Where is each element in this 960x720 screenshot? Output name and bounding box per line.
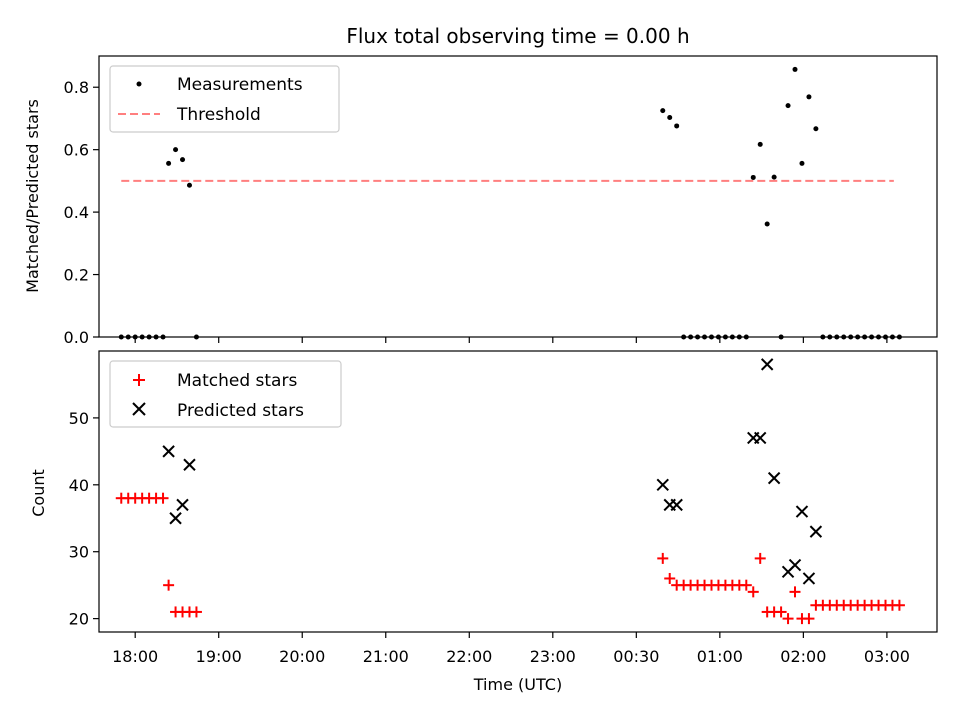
- predicted-stars-point: [169, 512, 182, 525]
- predicted-stars-point: [802, 572, 816, 585]
- x-tick-label: 01:00: [697, 647, 743, 666]
- bottom-y-tick-label: 50: [69, 409, 89, 428]
- bottom-y-axis-label: Count: [29, 469, 48, 517]
- bottom-x-axis: 18:00 19:00 20:00 21:00 22:00 23:00 00:30 01:00…: [112, 632, 910, 666]
- legend-measurements-marker: [136, 81, 142, 87]
- bottom-y-tick-label: 20: [69, 610, 89, 629]
- measurement-point: [792, 66, 798, 72]
- matched-stars-point: [190, 606, 202, 618]
- matched-stars-point: [754, 552, 766, 564]
- x-tick-label: 21:00: [363, 647, 409, 666]
- bottom-plot-frame: [98, 350, 938, 633]
- x-tick-label: 20:00: [279, 647, 325, 666]
- predicted-stars-point: [656, 478, 669, 492]
- predicted-stars-point: [788, 558, 802, 572]
- legend-predicted-label: Predicted stars: [177, 401, 304, 421]
- x-tick-label: 03:00: [864, 647, 910, 666]
- matched-stars-point: [803, 613, 815, 625]
- x-tick-label: 18:00: [112, 647, 158, 666]
- predicted-stars-point: [795, 505, 809, 518]
- bottom-y-tick-label: 30: [69, 543, 89, 562]
- measurement-point: [799, 160, 805, 166]
- matched-stars-point: [163, 579, 175, 591]
- top-y-tick-label: 0.2: [64, 266, 89, 285]
- x-tick-label: 02:00: [780, 647, 826, 666]
- bottom-plot-panel: 20 30 40 50 18:00 19:00 20:00 21:00 22:00 23:00 0…: [69, 350, 938, 666]
- measurement-point: [757, 141, 763, 147]
- predicted-stars-point: [183, 458, 196, 471]
- bottom-y-axis: 20 30 40 50: [69, 409, 99, 629]
- bottom-legend: Matched stars Predicted stars: [109, 360, 342, 428]
- matched-stars-point: [664, 572, 676, 584]
- predicted-stars-point: [760, 358, 774, 371]
- x-tick-label: 22:00: [446, 647, 492, 666]
- top-plot-panel: 0.0 0.2 0.4 0.6 0.8 Measurements Threshold: [64, 55, 938, 347]
- matched-stars-point: [747, 586, 759, 598]
- measurement-point: [180, 157, 186, 163]
- measurement-point: [667, 115, 673, 121]
- matched-stars-point: [157, 492, 169, 504]
- top-x-axis-ticks: [134, 337, 888, 343]
- measurement-point: [166, 160, 172, 166]
- matched-stars-point: [657, 552, 669, 564]
- predicted-stars-point: [754, 431, 767, 445]
- matched-stars-point: [893, 599, 905, 611]
- predicted-stars-point: [809, 525, 823, 538]
- bottom-y-tick-label: 40: [69, 476, 89, 495]
- measurement-point: [674, 123, 680, 129]
- x-axis-label: Time (UTC): [473, 675, 562, 694]
- legend-predicted-marker: [132, 402, 146, 416]
- matched-stars-point: [775, 606, 787, 618]
- matched-stars-point: [789, 586, 801, 598]
- chart-title: Flux total observing time = 0.00 h: [346, 24, 689, 48]
- top-y-axis: 0.0 0.2 0.4 0.6 0.8: [64, 78, 99, 347]
- top-y-tick-label: 0.0: [64, 328, 89, 347]
- legend-threshold-label: Threshold: [176, 105, 261, 125]
- legend-matched-label: Matched stars: [177, 371, 297, 391]
- top-y-tick-label: 0.4: [64, 203, 89, 222]
- predicted-stars-point: [162, 445, 175, 458]
- measurement-point: [660, 108, 666, 114]
- measurement-point: [750, 174, 756, 180]
- measurement-point: [771, 174, 777, 180]
- measurement-point: [806, 94, 812, 100]
- top-y-tick-label: 0.6: [64, 141, 89, 160]
- top-legend: Measurements Threshold: [109, 65, 340, 133]
- predicted-stars-point: [670, 498, 683, 512]
- bottom-legend-box: [109, 360, 342, 428]
- x-tick-label: 23:00: [530, 647, 576, 666]
- matched-stars-point: [782, 613, 794, 625]
- top-y-axis-label: Matched/Predicted stars: [23, 99, 42, 293]
- matched-stars-point: [740, 579, 752, 591]
- measurement-point: [173, 147, 179, 153]
- predicted-stars-point: [176, 498, 189, 512]
- measurement-point: [186, 182, 192, 188]
- x-tick-label: 00:30: [613, 647, 659, 666]
- top-legend-box: [109, 65, 340, 133]
- top-plot-frame: [98, 55, 938, 338]
- measurement-point: [785, 103, 791, 109]
- x-tick-label: 19:00: [196, 647, 242, 666]
- measurement-point: [764, 221, 770, 227]
- legend-matched-marker: [133, 374, 145, 386]
- legend-measurements-label: Measurements: [177, 75, 303, 95]
- measurement-point: [813, 126, 819, 132]
- top-y-tick-label: 0.8: [64, 78, 89, 97]
- bottom-plot-marks: [115, 358, 905, 625]
- predicted-stars-point: [767, 471, 781, 485]
